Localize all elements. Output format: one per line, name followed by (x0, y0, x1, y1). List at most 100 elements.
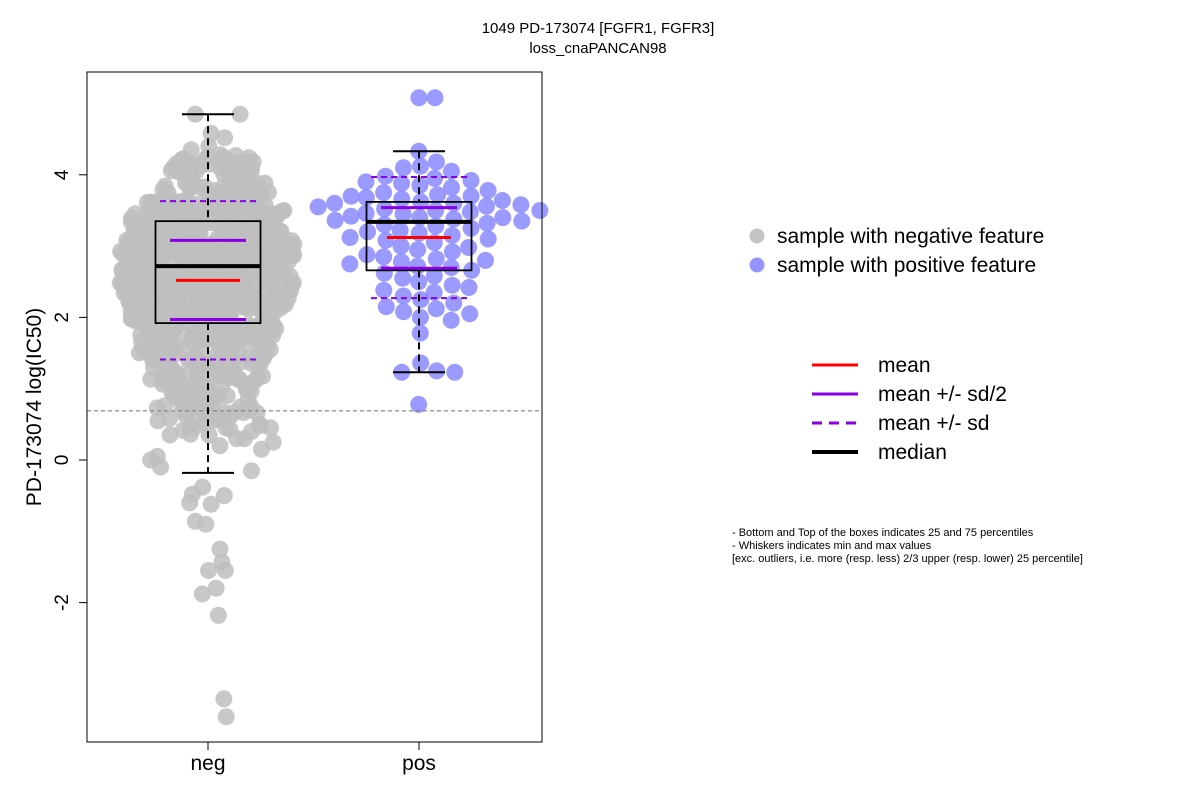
pos-sample-point (394, 269, 412, 287)
points-layer (111, 89, 549, 726)
pos-sample-point (443, 243, 461, 261)
pos-sample-point (412, 157, 429, 175)
pos-sample-point (393, 190, 411, 208)
neg-sample-point (177, 242, 195, 260)
pos-sample-point (461, 305, 479, 323)
pos-sample-point (411, 324, 429, 342)
pos-sample-point (429, 186, 447, 204)
pos-sample-point (394, 205, 412, 223)
pos-sample-point (341, 255, 359, 273)
neg-sample-point (181, 417, 199, 435)
pos-sample-point (409, 241, 427, 259)
neg-sample-point (273, 283, 290, 301)
pos-sample-point (342, 187, 360, 205)
pos-sample-point (493, 192, 511, 209)
neg-sample-point (134, 258, 151, 276)
pos-sample-point (427, 300, 445, 318)
y-tick-label: 0 (52, 455, 73, 466)
pos-sample-point (442, 311, 460, 329)
pos-sample-point (443, 276, 461, 294)
legend-line-label: mean (878, 354, 931, 377)
neg-sample-point (215, 690, 233, 708)
footnote-line: - Bottom and Top of the boxes indicates … (732, 527, 1034, 539)
neg-sample-point (261, 341, 279, 358)
neg-sample-point (221, 408, 238, 426)
pos-sample-point (357, 173, 375, 191)
neg-sample-point (249, 368, 267, 386)
neg-sample-point (190, 286, 207, 304)
x-category-label: neg (190, 752, 225, 775)
neg-sample-point (216, 129, 234, 147)
neg-sample-point (122, 209, 140, 227)
neg-sample-point (198, 380, 216, 398)
neg-sample-point (216, 562, 234, 579)
neg-sample-point (141, 342, 159, 360)
pos-sample-point (445, 194, 463, 212)
pos-sample-point (309, 198, 327, 216)
neg-sample-point (243, 462, 260, 480)
legend-line-label: median (878, 441, 947, 464)
neg-sample-point (142, 193, 160, 211)
neg-sample-point (217, 708, 235, 726)
neg-sample-point (260, 183, 277, 201)
neg-sample-point (125, 310, 143, 328)
legend-point-label: sample with positive feature (777, 254, 1036, 277)
pos-sample-point (375, 281, 393, 299)
pos-sample-point (342, 207, 360, 225)
iqr-box (154, 220, 262, 325)
pos-sample-point (412, 291, 430, 309)
pos-sample-point (427, 202, 445, 219)
pos-sample-point (478, 214, 496, 232)
pos-sample-point (409, 257, 427, 275)
neg-sample-point (201, 187, 219, 204)
pos-sample-point (395, 159, 412, 177)
pos-sample-point (410, 273, 428, 291)
neg-sample-point (273, 202, 291, 220)
pos-sample-point (392, 253, 410, 271)
neg-sample-point (256, 196, 274, 214)
pos-sample-point (427, 250, 445, 268)
pos-sample-point (426, 89, 444, 107)
pos-sample-point (479, 230, 497, 248)
pos-sample-point (377, 298, 395, 316)
chart-subtitle: loss_cnaPANCAN98 (529, 40, 666, 57)
neg-sample-point (218, 312, 236, 330)
neg-sample-point (181, 494, 199, 512)
legend-line-label: mean +/- sd (878, 412, 989, 435)
neg-sample-point (118, 287, 136, 305)
neg-sample-point (164, 159, 182, 177)
neg-sample-point (119, 244, 137, 262)
pos-sample-point (479, 182, 497, 199)
neg-sample-point (226, 194, 244, 212)
y-tick-label: 2 (52, 312, 73, 323)
pos-sample-point (359, 223, 376, 241)
neg-sample-point (207, 579, 225, 597)
legend-point-label: sample with negative feature (777, 225, 1044, 248)
pos-sample-point (375, 184, 393, 202)
neg-sample-point (211, 437, 229, 455)
neg-sample-point (165, 199, 183, 217)
neg-sample-point (189, 361, 207, 379)
footnote-line: [exc. outliers, i.e. more (resp. less) 2… (732, 553, 1083, 565)
neg-sample-point (243, 229, 261, 246)
y-axis-label: PD-173074 log(IC50) (23, 308, 46, 506)
pos-sample-point (326, 194, 344, 212)
pos-sample-point (442, 162, 460, 180)
neg-sample-point (200, 562, 217, 579)
neg-sample-point (219, 280, 237, 298)
x-axis: neg pos (190, 742, 436, 775)
pos-sample-point (512, 196, 530, 214)
neg-sample-point (126, 225, 144, 243)
neg-sample-point (272, 222, 290, 240)
neg-sample-point (215, 184, 233, 201)
neg-sample-point (182, 160, 200, 178)
neg-sample-point (233, 153, 251, 171)
neg-sample-point (285, 235, 303, 253)
pos-sample-point (531, 202, 549, 219)
neg-sample-point (223, 223, 241, 241)
neg-sample-point (168, 371, 185, 389)
pos-sample-point (394, 287, 412, 305)
legend-point-marker (749, 228, 765, 244)
neg-sample-point (202, 124, 220, 142)
neg-sample-point (248, 404, 266, 422)
